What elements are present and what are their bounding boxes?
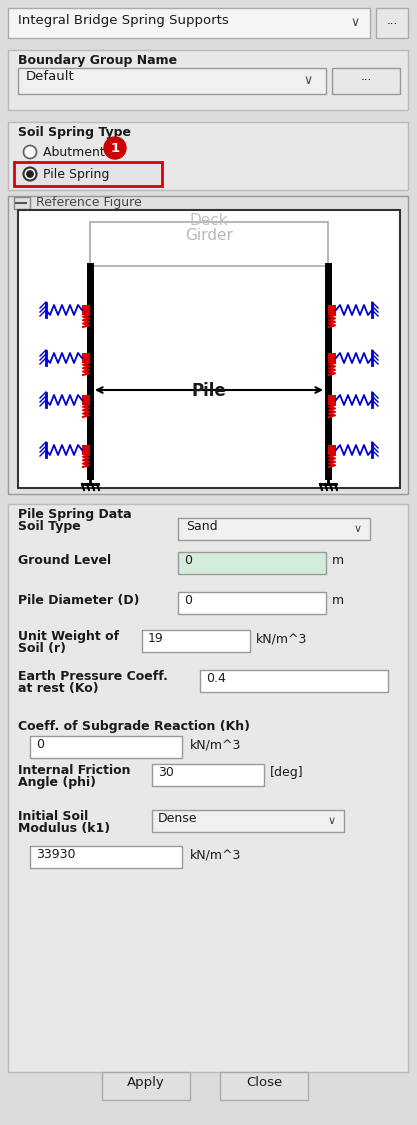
Circle shape bbox=[23, 145, 37, 159]
Bar bbox=[102, 1072, 190, 1100]
Text: Modulus (k1): Modulus (k1) bbox=[18, 822, 110, 835]
Text: Deck: Deck bbox=[190, 213, 229, 228]
Text: 33930: 33930 bbox=[36, 848, 75, 861]
Text: Boundary Group Name: Boundary Group Name bbox=[18, 54, 177, 68]
Bar bbox=[328, 305, 336, 315]
Text: Integral Bridge Spring Supports: Integral Bridge Spring Supports bbox=[18, 14, 229, 27]
Bar bbox=[82, 305, 90, 315]
Text: Sand: Sand bbox=[186, 520, 218, 533]
Text: 0: 0 bbox=[184, 554, 192, 567]
Text: 0: 0 bbox=[36, 738, 44, 752]
Text: kN/m^3: kN/m^3 bbox=[190, 848, 241, 861]
Text: 19: 19 bbox=[148, 632, 164, 645]
Text: 0: 0 bbox=[184, 594, 192, 608]
Bar bbox=[30, 846, 182, 868]
Circle shape bbox=[104, 137, 126, 159]
Text: Default: Default bbox=[26, 70, 75, 83]
Bar bbox=[30, 736, 182, 758]
Circle shape bbox=[27, 171, 33, 178]
Text: Unit Weight of: Unit Weight of bbox=[18, 630, 119, 644]
Bar bbox=[18, 68, 326, 94]
Bar bbox=[82, 353, 90, 363]
Text: 1: 1 bbox=[111, 142, 120, 154]
Text: Dense: Dense bbox=[158, 812, 198, 825]
Text: Angle (phi): Angle (phi) bbox=[18, 776, 96, 789]
Text: Close: Close bbox=[246, 1076, 282, 1089]
Bar bbox=[332, 68, 400, 94]
Bar bbox=[8, 196, 408, 494]
Text: Internal Friction: Internal Friction bbox=[18, 764, 131, 777]
Bar bbox=[142, 630, 250, 652]
Bar bbox=[200, 670, 388, 692]
Bar bbox=[8, 50, 408, 110]
Text: Pile Spring Data: Pile Spring Data bbox=[18, 508, 132, 521]
Text: Girder: Girder bbox=[185, 228, 233, 243]
Bar bbox=[14, 162, 162, 186]
Text: Soil Type: Soil Type bbox=[18, 520, 81, 533]
Bar bbox=[90, 222, 328, 266]
Text: kN/m^3: kN/m^3 bbox=[256, 632, 307, 645]
Text: ...: ... bbox=[360, 70, 372, 83]
Bar bbox=[328, 395, 336, 405]
Text: Pile: Pile bbox=[192, 382, 226, 400]
Bar bbox=[328, 446, 336, 454]
Text: Soil (r): Soil (r) bbox=[18, 642, 66, 655]
Text: Initial Soil: Initial Soil bbox=[18, 810, 88, 824]
Text: m: m bbox=[332, 554, 344, 567]
Text: ∨: ∨ bbox=[304, 74, 313, 88]
Text: Abutment S: Abutment S bbox=[43, 146, 117, 159]
Bar bbox=[376, 8, 408, 38]
Text: ∨: ∨ bbox=[350, 17, 359, 29]
Text: Apply: Apply bbox=[127, 1076, 165, 1089]
Bar bbox=[8, 122, 408, 190]
Bar bbox=[14, 197, 30, 209]
Bar bbox=[8, 504, 408, 1072]
Text: at rest (Ko): at rest (Ko) bbox=[18, 682, 99, 695]
Text: 30: 30 bbox=[158, 766, 174, 778]
Text: m: m bbox=[332, 594, 344, 608]
Bar bbox=[152, 764, 264, 786]
Text: 0.4: 0.4 bbox=[206, 672, 226, 685]
Text: ...: ... bbox=[387, 14, 398, 27]
Text: Pile Spring: Pile Spring bbox=[43, 168, 109, 181]
Bar bbox=[220, 1072, 308, 1100]
Text: Pile Diameter (D): Pile Diameter (D) bbox=[18, 594, 140, 608]
Bar bbox=[8, 8, 370, 38]
Text: Coeff. of Subgrade Reaction (Kh): Coeff. of Subgrade Reaction (Kh) bbox=[18, 720, 250, 734]
Bar bbox=[178, 592, 326, 614]
Bar bbox=[178, 552, 326, 574]
Text: Ground Level: Ground Level bbox=[18, 554, 111, 567]
Text: Earth Pressure Coeff.: Earth Pressure Coeff. bbox=[18, 670, 168, 683]
Text: ∨: ∨ bbox=[354, 524, 362, 534]
Circle shape bbox=[23, 168, 37, 180]
Text: Reference Figure: Reference Figure bbox=[36, 196, 142, 209]
Bar bbox=[18, 210, 400, 488]
Bar bbox=[152, 810, 344, 832]
Bar bbox=[82, 446, 90, 454]
Bar bbox=[328, 353, 336, 363]
Text: [deg]: [deg] bbox=[270, 766, 304, 778]
Text: ∨: ∨ bbox=[328, 816, 336, 826]
Bar bbox=[82, 395, 90, 405]
Text: kN/m^3: kN/m^3 bbox=[190, 738, 241, 752]
Bar bbox=[178, 518, 370, 540]
Text: Soil Spring Type: Soil Spring Type bbox=[18, 126, 131, 140]
